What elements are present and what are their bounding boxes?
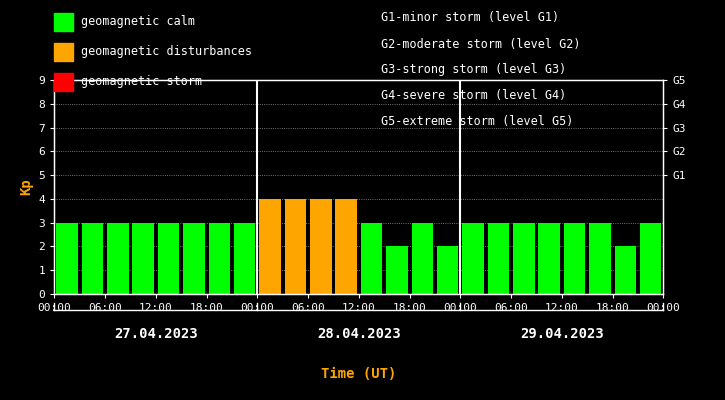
Text: Time (UT): Time (UT): [321, 367, 397, 381]
Bar: [260, 199, 281, 294]
Bar: [57, 223, 78, 294]
Text: geomagnetic calm: geomagnetic calm: [81, 16, 195, 28]
Bar: [539, 223, 560, 294]
Bar: [107, 223, 128, 294]
Bar: [437, 246, 458, 294]
Text: G4-severe storm (level G4): G4-severe storm (level G4): [381, 90, 566, 102]
Text: G2-moderate storm (level G2): G2-moderate storm (level G2): [381, 38, 580, 50]
Bar: [564, 223, 585, 294]
Bar: [310, 199, 331, 294]
Bar: [158, 223, 179, 294]
Bar: [285, 199, 306, 294]
Text: geomagnetic storm: geomagnetic storm: [81, 76, 202, 88]
Bar: [488, 223, 509, 294]
Bar: [82, 223, 103, 294]
Bar: [513, 223, 534, 294]
Bar: [336, 199, 357, 294]
Bar: [640, 223, 661, 294]
Text: 27.04.2023: 27.04.2023: [114, 327, 198, 341]
Bar: [463, 223, 484, 294]
Text: G1-minor storm (level G1): G1-minor storm (level G1): [381, 12, 559, 24]
Text: geomagnetic disturbances: geomagnetic disturbances: [81, 46, 252, 58]
Text: G3-strong storm (level G3): G3-strong storm (level G3): [381, 64, 566, 76]
Bar: [386, 246, 407, 294]
Bar: [133, 223, 154, 294]
Bar: [234, 223, 255, 294]
Text: 28.04.2023: 28.04.2023: [317, 327, 401, 341]
Text: G5-extreme storm (level G5): G5-extreme storm (level G5): [381, 116, 573, 128]
Bar: [589, 223, 610, 294]
Y-axis label: Kp: Kp: [19, 179, 33, 195]
Bar: [209, 223, 230, 294]
Text: 29.04.2023: 29.04.2023: [520, 327, 604, 341]
Bar: [615, 246, 636, 294]
Bar: [412, 223, 433, 294]
Bar: [183, 223, 204, 294]
Bar: [361, 223, 382, 294]
